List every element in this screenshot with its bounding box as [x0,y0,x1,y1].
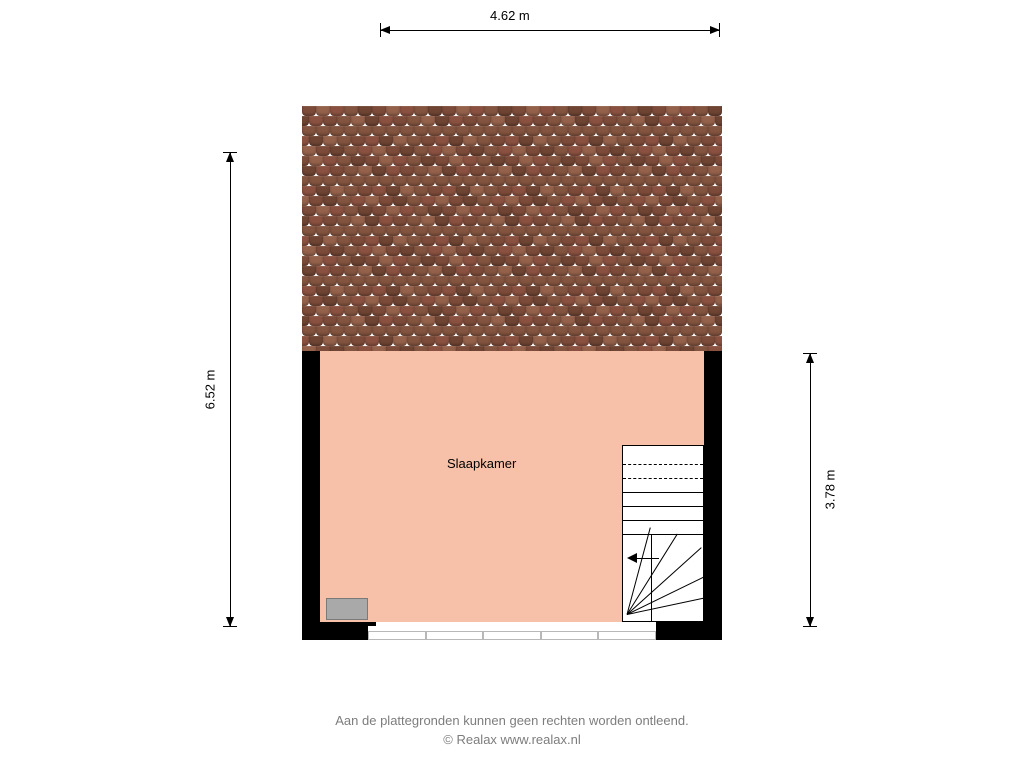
dimension-top-line [380,30,720,31]
dimension-right-label: 3.78 m [822,470,837,510]
footer-line2: © Realax www.realax.nl [0,731,1024,750]
dimension-left-line [230,152,231,627]
staircase [622,445,704,622]
room-label: Slaapkamer [447,456,516,471]
dimension-right-line [810,353,811,627]
footer: Aan de plattegronden kunnen geen rechten… [0,712,1024,750]
dimension-top-label: 4.62 m [490,8,530,23]
wall-left [302,351,320,640]
dimension-left-label: 6.52 m [202,370,217,410]
grey-block [326,598,368,620]
floorplan: Slaapkamer [302,106,722,640]
footer-line1: Aan de plattegronden kunnen geen rechten… [0,712,1024,731]
window-threshold [368,631,656,640]
floorplan-canvas: 4.62 m 6.52 m 3.78 m Slaapkamer [0,0,1024,768]
roof-area [302,106,722,351]
wall-bottom-right [656,622,722,640]
